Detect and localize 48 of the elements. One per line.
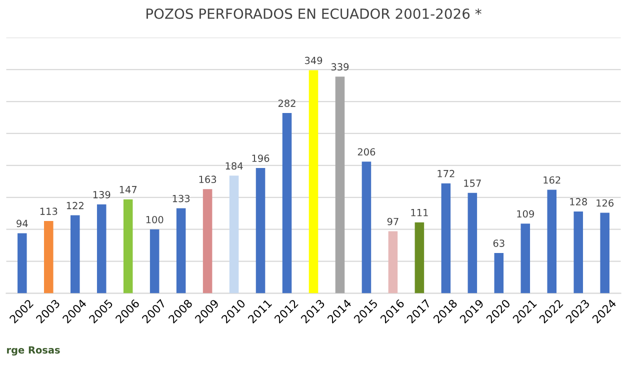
bar [494, 253, 504, 294]
data-label: 94 [16, 220, 28, 228]
data-label: 163 [199, 176, 216, 184]
bar [229, 176, 239, 294]
data-label: 97 [387, 218, 398, 226]
data-label: 184 [226, 162, 243, 170]
data-label: 339 [331, 63, 349, 71]
data-label: 126 [596, 199, 614, 207]
bar [574, 211, 583, 294]
text: rge Rosas [7, 346, 60, 356]
bar [520, 224, 530, 294]
bar [600, 212, 610, 294]
data-label: 100 [146, 216, 164, 224]
bar [96, 204, 106, 294]
bar [176, 208, 186, 294]
bar [468, 192, 478, 294]
bar [362, 162, 372, 294]
data-label: 349 [304, 56, 322, 64]
bar [123, 199, 133, 294]
data-label: 133 [172, 194, 190, 202]
data-label: 111 [411, 209, 428, 216]
bar [44, 221, 54, 294]
bar [335, 76, 345, 294]
data-label: 162 [544, 176, 560, 184]
data-label: 122 [66, 202, 84, 210]
data-label: 147 [120, 186, 137, 194]
chart-title: POZOS PERFORADOS EN ECUADOR 2001-2026 * [146, 8, 482, 19]
data-label: 206 [358, 148, 376, 156]
data-label: 282 [278, 100, 296, 107]
data-label: 157 [464, 180, 481, 187]
bar [547, 190, 557, 294]
bar [414, 222, 424, 294]
data-label: 63 [493, 240, 504, 247]
data-label: 139 [93, 191, 110, 198]
bar [70, 215, 80, 294]
data-label: 196 [252, 154, 270, 162]
data-label: 113 [40, 208, 58, 215]
bar [441, 183, 451, 294]
bar [202, 189, 212, 294]
data-label: 109 [517, 210, 534, 218]
bar [150, 229, 160, 294]
data-label: 172 [438, 170, 454, 178]
bar [308, 70, 318, 294]
bar [388, 231, 398, 294]
data-label: 128 [570, 198, 587, 206]
bar [282, 113, 292, 294]
bar [256, 168, 266, 294]
bar [18, 233, 27, 294]
